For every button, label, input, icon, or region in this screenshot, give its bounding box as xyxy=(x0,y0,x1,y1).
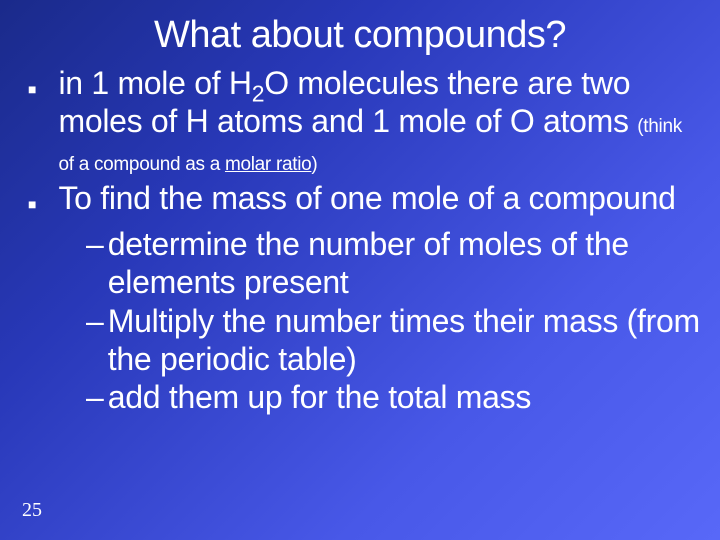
text-fragment: ) xyxy=(311,154,317,175)
bullet-text: To find the mass of one mole of a compou… xyxy=(58,180,675,218)
slide-content: ■ in 1 mole of H2O molecules there are t… xyxy=(0,65,720,417)
dash-item: – determine the number of moles of the e… xyxy=(28,226,702,302)
slide-title: What about compounds? xyxy=(0,0,720,65)
bullet-item: ■ To find the mass of one mole of a comp… xyxy=(28,180,702,224)
bullet-text: in 1 mole of H2O molecules there are two… xyxy=(58,65,702,178)
dash-text: Multiply the number times their mass (fr… xyxy=(108,303,702,379)
dash-icon: – xyxy=(86,379,104,417)
dash-icon: – xyxy=(86,303,104,341)
bullet-square-icon: ■ xyxy=(28,69,36,109)
page-number: 25 xyxy=(22,499,42,522)
dash-icon: – xyxy=(86,226,104,264)
bullet-item: ■ in 1 mole of H2O molecules there are t… xyxy=(28,65,702,178)
dash-text: add them up for the total mass xyxy=(108,379,531,417)
dash-item: – add them up for the total mass xyxy=(28,379,702,417)
underlined-term: molar ratio xyxy=(225,154,311,175)
dash-text: determine the number of moles of the ele… xyxy=(108,226,702,302)
dash-item: – Multiply the number times their mass (… xyxy=(28,303,702,379)
text-fragment: in 1 mole of H xyxy=(58,65,251,101)
bullet-square-icon: ■ xyxy=(28,184,36,224)
